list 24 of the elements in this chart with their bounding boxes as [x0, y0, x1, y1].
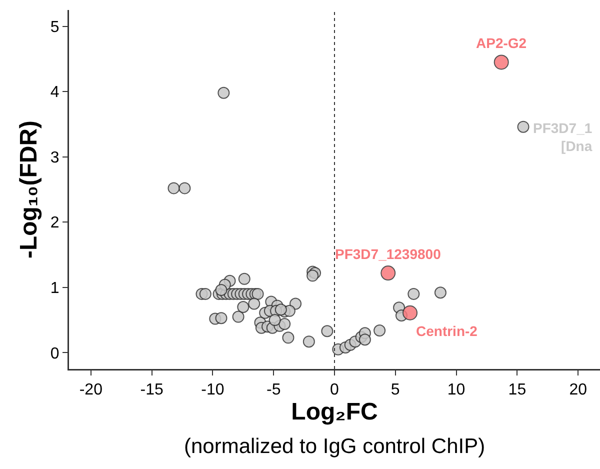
y-tick-label: 2: [50, 214, 60, 232]
x-axis-title: Log₂FC: [291, 398, 378, 426]
y-tick-label: 4: [50, 84, 60, 102]
annotation: Centrin-2: [416, 323, 478, 339]
x-tick-label: -5: [266, 382, 281, 399]
y-tick-label: 1: [50, 280, 60, 298]
x-tick-label: -10: [201, 382, 224, 399]
x-tick-label: -20: [79, 382, 103, 399]
annotation: PF3D7_1239800: [335, 246, 442, 262]
point: [380, 266, 396, 281]
y-tick-label: 0: [50, 345, 60, 362]
y-axis-title: -Log₁₀(FDR): [16, 120, 43, 259]
y-tick-label: 5: [50, 18, 60, 36]
x-tick-label: -15: [140, 382, 164, 399]
annotation: AP2-G2: [476, 35, 527, 51]
x-tick-label: 20: [569, 382, 588, 399]
x-tick-label: 10: [447, 382, 466, 399]
point: [402, 305, 418, 320]
x-tick-label: 15: [508, 382, 526, 399]
x-tick-label: 0: [330, 382, 340, 399]
x-tick-label: 5: [390, 382, 400, 399]
y-tick-label: 3: [50, 149, 60, 166]
point: [494, 54, 509, 70]
text: (normalized to IgG control ChIP): [184, 435, 486, 458]
